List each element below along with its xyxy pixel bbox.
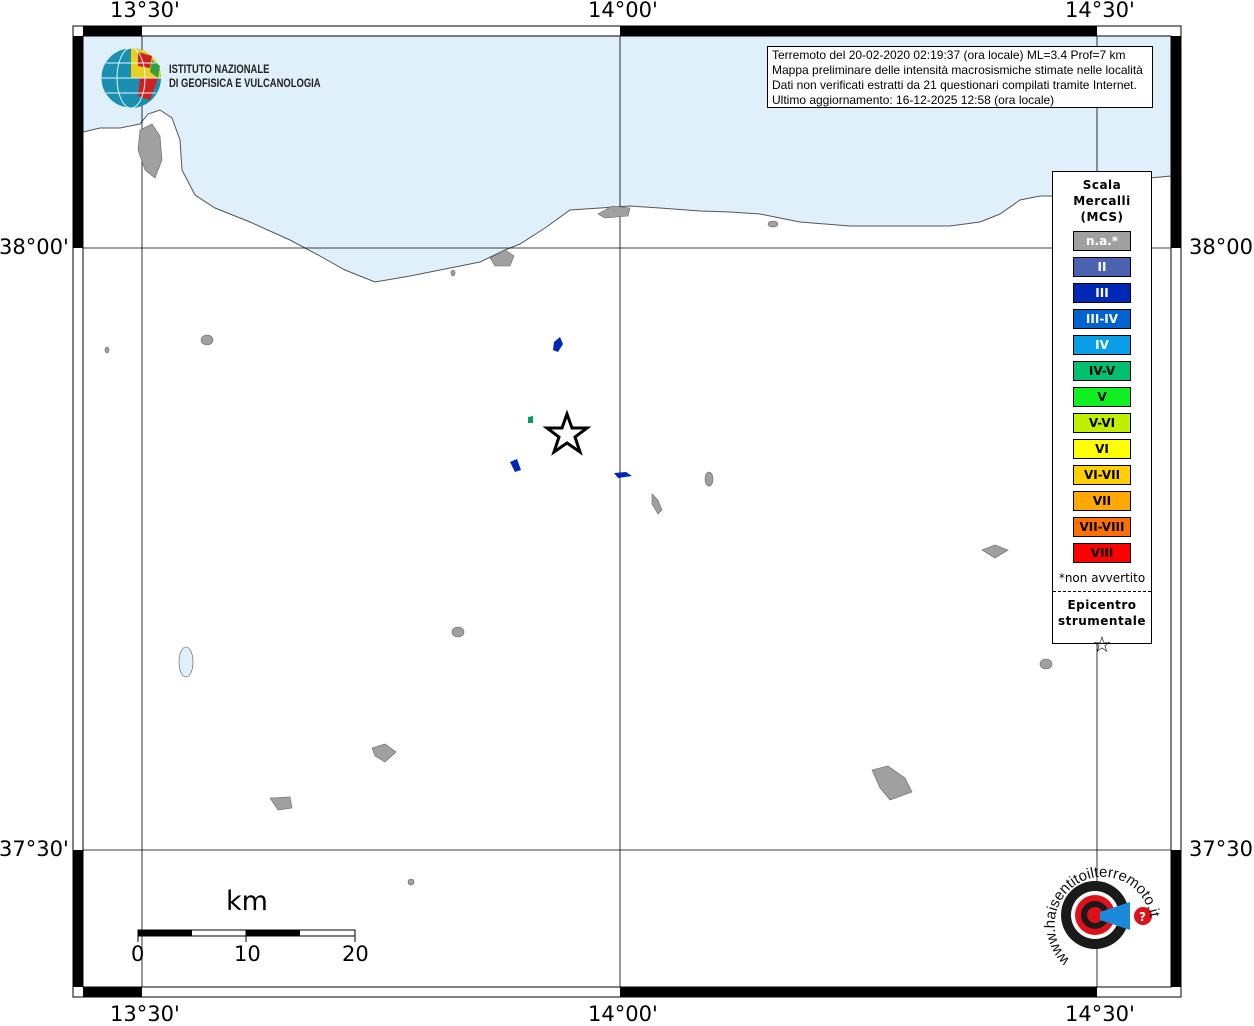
lat-label-left: 37°30' [0,837,69,861]
locality-marker[interactable] [553,337,563,352]
map-frame [72,25,1182,998]
scale-unit: km [226,886,268,917]
localities-na [104,123,1053,886]
lon-label-bottom: 13°30' [110,1002,180,1026]
info-line: Dati non verificati estratti da 21 quest… [772,78,1137,92]
legend-item-vii: VII [1073,491,1131,511]
epicenter-star-legend-icon: ☆ [1092,633,1112,658]
scale-bar [137,929,356,942]
epicenter-star-icon[interactable] [542,409,592,456]
legend-item-n-a-: n.a.* [1073,231,1131,251]
legend-title: Scala Mercalli (MCS) [1053,177,1151,225]
info-line: Mappa preliminare delle intensità macros… [772,63,1143,77]
locality-marker[interactable] [614,472,632,478]
legend-item-iv: IV [1073,335,1131,355]
lat-label-left: 38°00' [0,235,69,259]
lon-label-top: 14°00' [588,0,658,22]
locality-marker[interactable] [528,416,533,423]
event-info-box: Terremoto del 20-02-2020 02:19:37 (ora l… [767,46,1153,108]
scale-tick: 0 [131,942,145,966]
ingv-logo-text: ISTITUTO NAZIONALE DI GEOFISICA E VULCAN… [169,63,321,91]
info-line: Terremoto del 20-02-2020 02:19:37 (ora l… [772,48,1126,62]
mcs-legend: Scala Mercalli (MCS) n.a.* II III III-IV IV I… [1052,171,1152,658]
legend-item-ii: II [1073,257,1131,277]
ingv-line1: ISTITUTO NAZIONALE [169,64,270,76]
epicenter-legend-label: Epicentro strumentale [1053,597,1151,629]
lat-label-right: 38°00' [1189,235,1254,259]
legend-item-v: V [1073,387,1131,407]
epicenter-label-line: Epicentro [1067,598,1137,612]
legend-item-v-vi: V-VI [1073,413,1131,433]
lat-label-right: 37°30' [1189,837,1254,861]
legend-divider [1053,591,1151,592]
legend-item-vii-viii: VII-VIII [1073,517,1131,537]
svg-text:?: ? [1139,910,1146,924]
ingv-line2: DI GEOFISICA E VULCANOLOGIA [169,78,321,90]
legend-item-iv-v: IV-V [1073,361,1131,381]
scale-tick: 10 [234,942,261,966]
legend-item-iii: III [1073,283,1131,303]
locality-marker[interactable] [510,459,521,472]
legend-item-viii: VIII [1073,543,1131,563]
legend-note: *non avvertito [1058,571,1146,585]
lon-label-top: 13°30' [110,0,180,22]
scale-tick: 20 [342,942,369,966]
ingv-logo-globe-icon [100,47,161,109]
legend-title-line: Mercalli [1073,194,1131,208]
lon-label-bottom: 14°00' [588,1002,658,1026]
legend-title-line: Scala [1082,178,1122,192]
lon-label-bottom: 14°30' [1065,1002,1135,1026]
legend-item-vi: VI [1073,439,1131,459]
localities-intensity [510,337,632,478]
info-line: Ultimo aggiornamento: 16-12-2025 12:58 (… [772,93,1055,107]
epicenter-label-line: strumentale [1057,614,1147,628]
lon-label-top: 14°30' [1065,0,1135,22]
legend-item-vi-vii: VI-VII [1073,465,1131,485]
legend-item-iii-iv: III-IV [1073,309,1131,329]
legend-title-line: (MCS) [1080,210,1124,224]
